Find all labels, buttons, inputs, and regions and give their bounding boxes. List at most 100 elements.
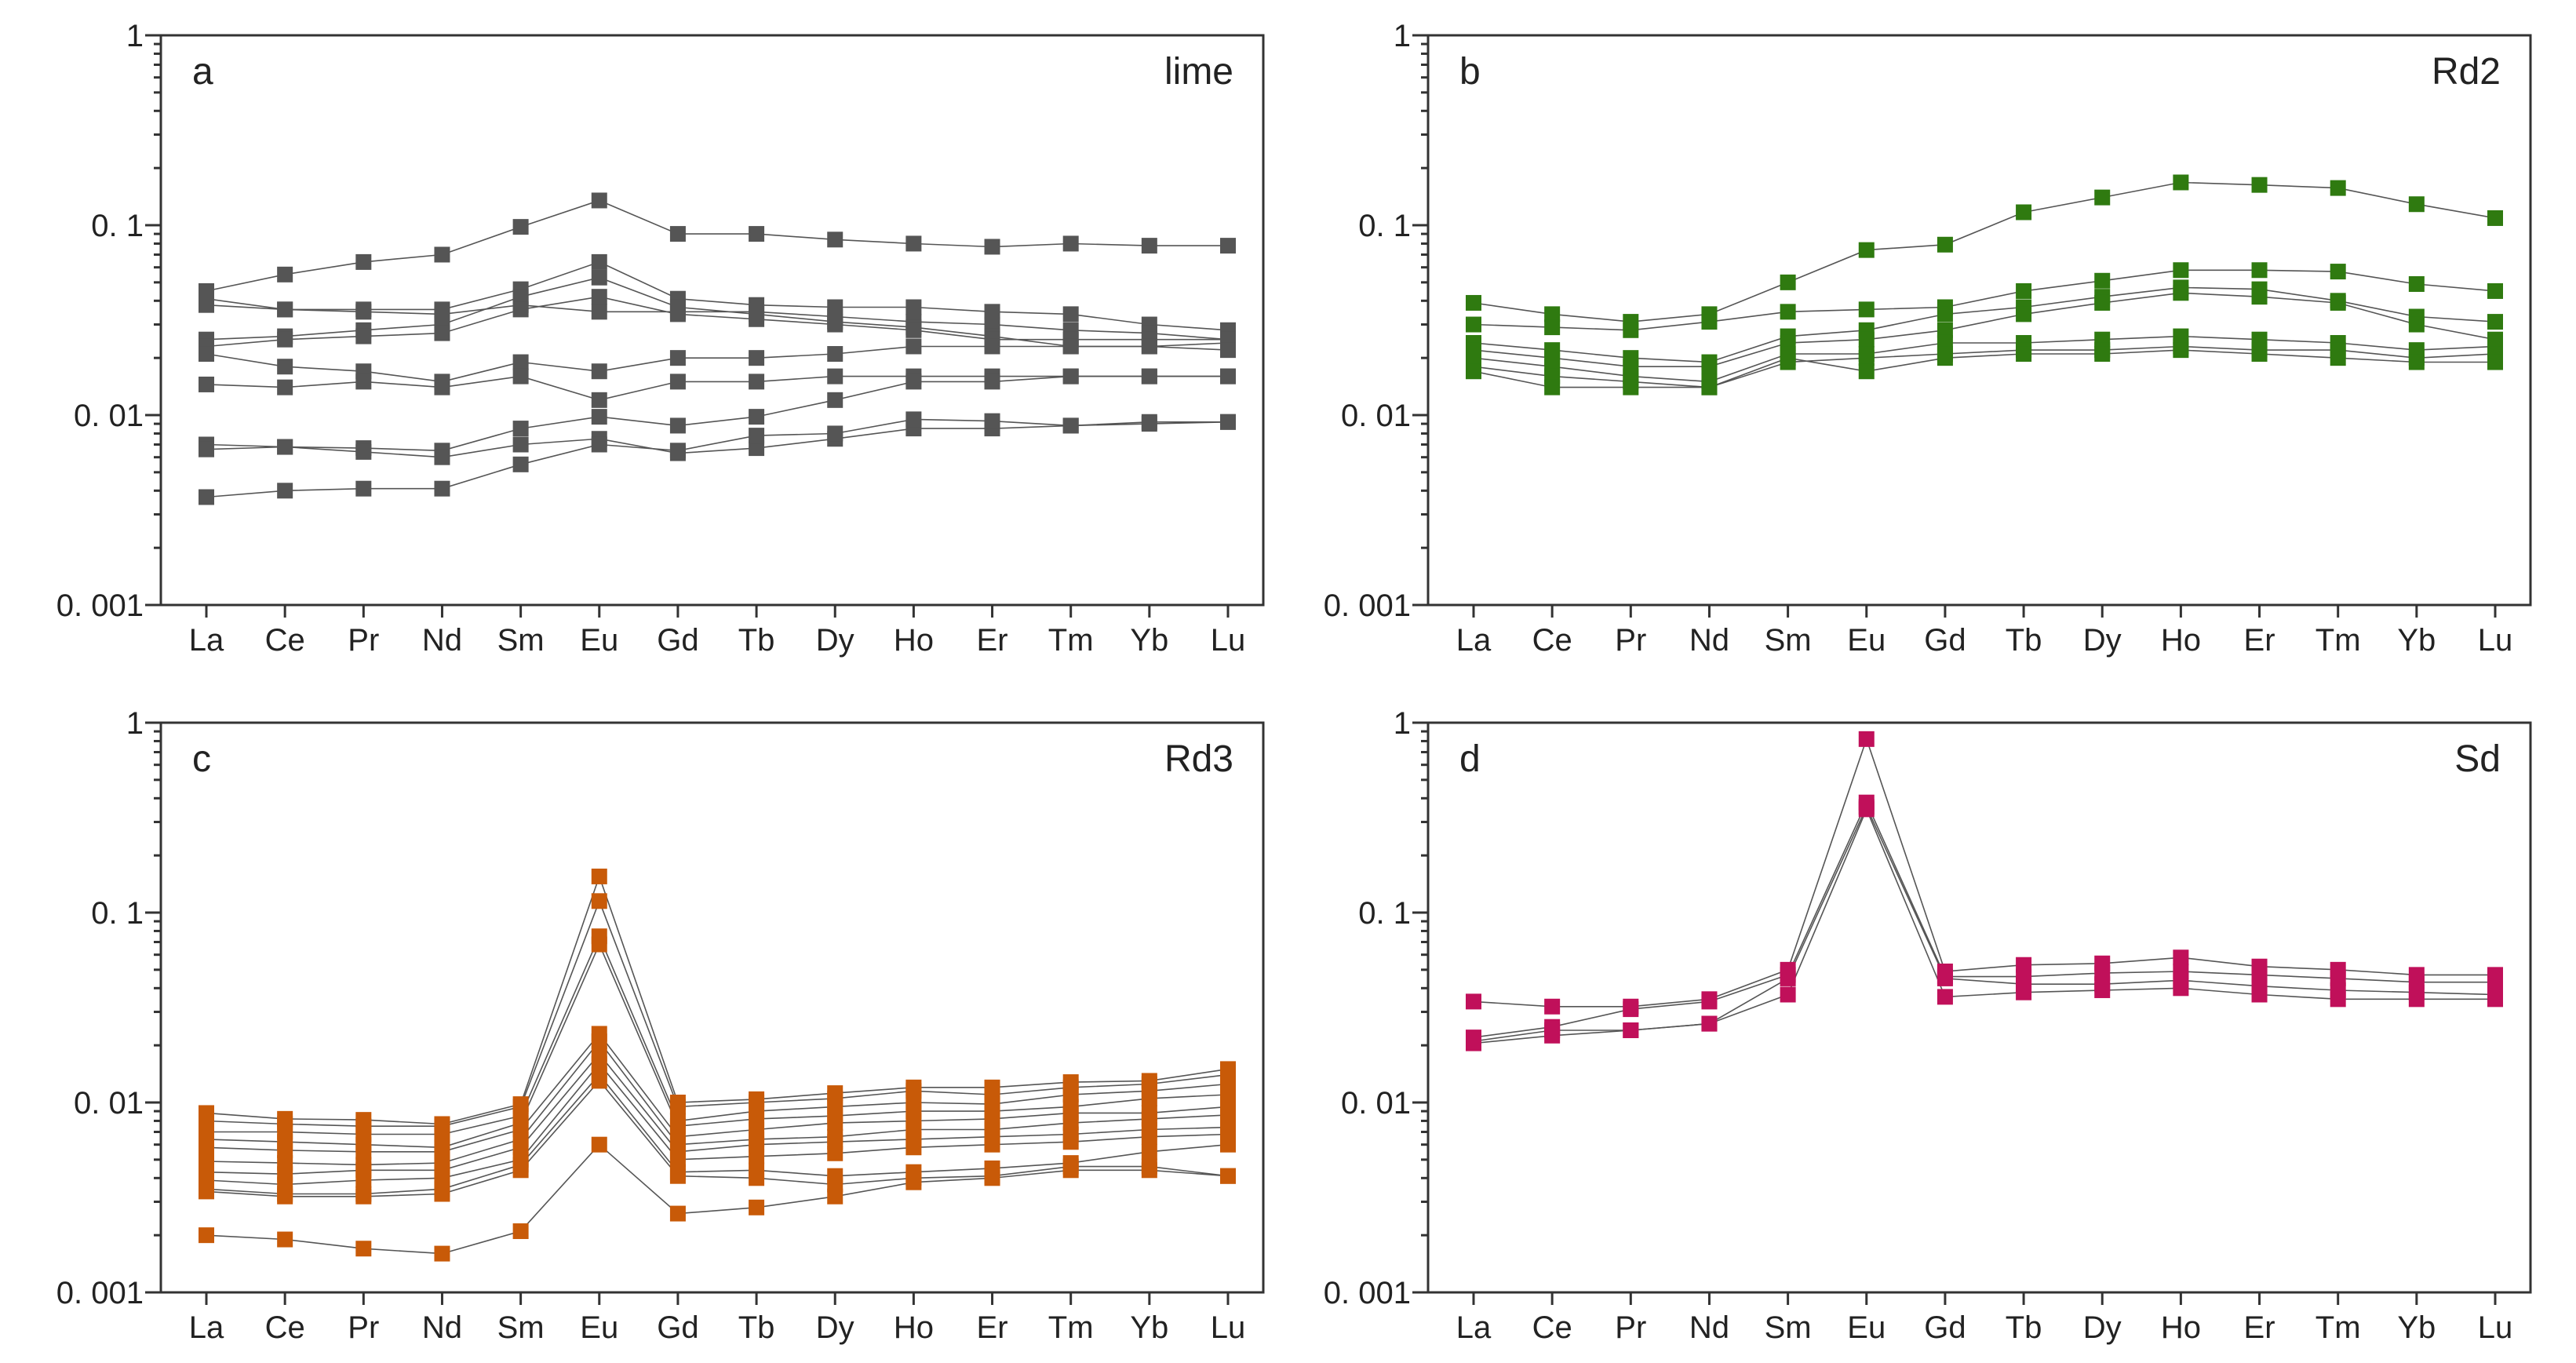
series-line (1473, 269, 2496, 331)
x-tick-label: Nd (1689, 623, 1729, 658)
series-line (206, 935, 1229, 1135)
series-line (1473, 737, 2495, 1008)
x-tick-label: Ho (894, 623, 934, 658)
data-point (434, 449, 450, 465)
data-point (669, 226, 686, 242)
x-tick-label: Gd (1924, 623, 1966, 658)
series-line (206, 375, 1228, 401)
data-point (2173, 285, 2189, 301)
data-point (277, 331, 293, 348)
x-tick-label: Lu (2478, 623, 2513, 658)
data-point (277, 483, 293, 499)
data-point (984, 338, 1000, 355)
data-point (2251, 262, 2268, 279)
x-tick-label: Yb (1130, 623, 1168, 658)
x-tick-label: Ce (265, 623, 305, 658)
data-point (669, 306, 686, 323)
data-point (2408, 316, 2425, 333)
data-point (827, 1188, 843, 1204)
data-point (1141, 338, 1157, 355)
data-point (1062, 417, 1079, 434)
data-point (905, 374, 922, 390)
data-point (2251, 346, 2268, 363)
data-point (512, 301, 529, 318)
x-tick-label: Pr (1615, 623, 1646, 658)
data-point (591, 192, 607, 209)
data-point (827, 346, 843, 363)
data-point (2094, 982, 2111, 998)
x-tick-label: Nd (1689, 1310, 1729, 1345)
data-point (2173, 174, 2189, 191)
data-point (2173, 262, 2189, 279)
data-point (434, 480, 450, 497)
y-tick-label: 0. 001 (56, 589, 144, 623)
data-point (355, 374, 372, 390)
data-point (512, 436, 529, 453)
plot-frame (1426, 34, 2532, 607)
data-point (199, 441, 214, 457)
x-tick-label: Pr (348, 623, 379, 658)
data-point (277, 439, 293, 455)
x-tick-label: Sm (1765, 1310, 1812, 1345)
x-tick-label: Ce (265, 1310, 305, 1345)
x-tick-label: Gd (657, 623, 698, 658)
data-point (2251, 986, 2268, 1003)
data-point (749, 428, 765, 444)
y-tick-label: 0. 001 (1324, 589, 1411, 623)
y-tick-label: 0. 001 (1324, 1276, 1411, 1310)
series-line (206, 1033, 1229, 1153)
panel-letter: c (192, 738, 211, 780)
x-tick-label: Ce (1532, 1310, 1572, 1345)
x-tick-label: Tm (1048, 623, 1094, 658)
data-point (512, 421, 529, 437)
data-point (984, 304, 1000, 320)
data-point (749, 374, 765, 390)
data-point (669, 1168, 686, 1184)
data-point (1858, 801, 1875, 818)
data-point (512, 1223, 529, 1240)
data-point (1141, 368, 1157, 384)
data-point (749, 409, 765, 425)
data-point (827, 425, 843, 442)
data-point (199, 297, 214, 313)
data-point (669, 1151, 686, 1168)
x-tick-label: Ho (2161, 623, 2201, 658)
data-point (1623, 379, 1639, 395)
data-point (984, 374, 1000, 390)
data-point (1937, 306, 1953, 323)
data-point (2487, 210, 2503, 226)
data-point (2173, 980, 2189, 997)
data-point (827, 1176, 843, 1193)
data-point (277, 266, 293, 282)
data-point (2330, 264, 2346, 280)
y-tick-label: 0. 01 (74, 1086, 144, 1121)
x-tick-label: Dy (816, 1310, 854, 1345)
data-point (591, 868, 607, 884)
data-point (1780, 970, 1796, 986)
data-point (1701, 993, 1718, 1010)
data-point (512, 1139, 529, 1156)
y-tick-label: 0. 1 (91, 896, 144, 931)
series-line (206, 874, 1229, 1125)
data-point (512, 219, 529, 235)
data-point (1937, 322, 1953, 338)
data-point (2487, 354, 2503, 370)
x-tick-label: La (189, 1310, 224, 1345)
series-line (206, 418, 1228, 498)
series-line (206, 304, 1229, 341)
x-tick-label: Dy (816, 623, 854, 658)
data-point (2330, 970, 2346, 986)
data-point (2094, 272, 2111, 289)
x-tick-label: Tb (2006, 623, 2042, 658)
data-point (277, 1142, 293, 1158)
x-tick-label: Dy (2083, 1310, 2122, 1345)
series-line (206, 899, 1229, 1127)
data-point (1858, 242, 1875, 258)
plot-frame (159, 721, 1265, 1294)
data-point (749, 350, 765, 366)
data-point (591, 1033, 607, 1050)
x-tick-label: La (189, 623, 224, 658)
data-point (1062, 235, 1079, 252)
data-point (1544, 379, 1561, 395)
x-tick-label: Er (2244, 1310, 2275, 1345)
